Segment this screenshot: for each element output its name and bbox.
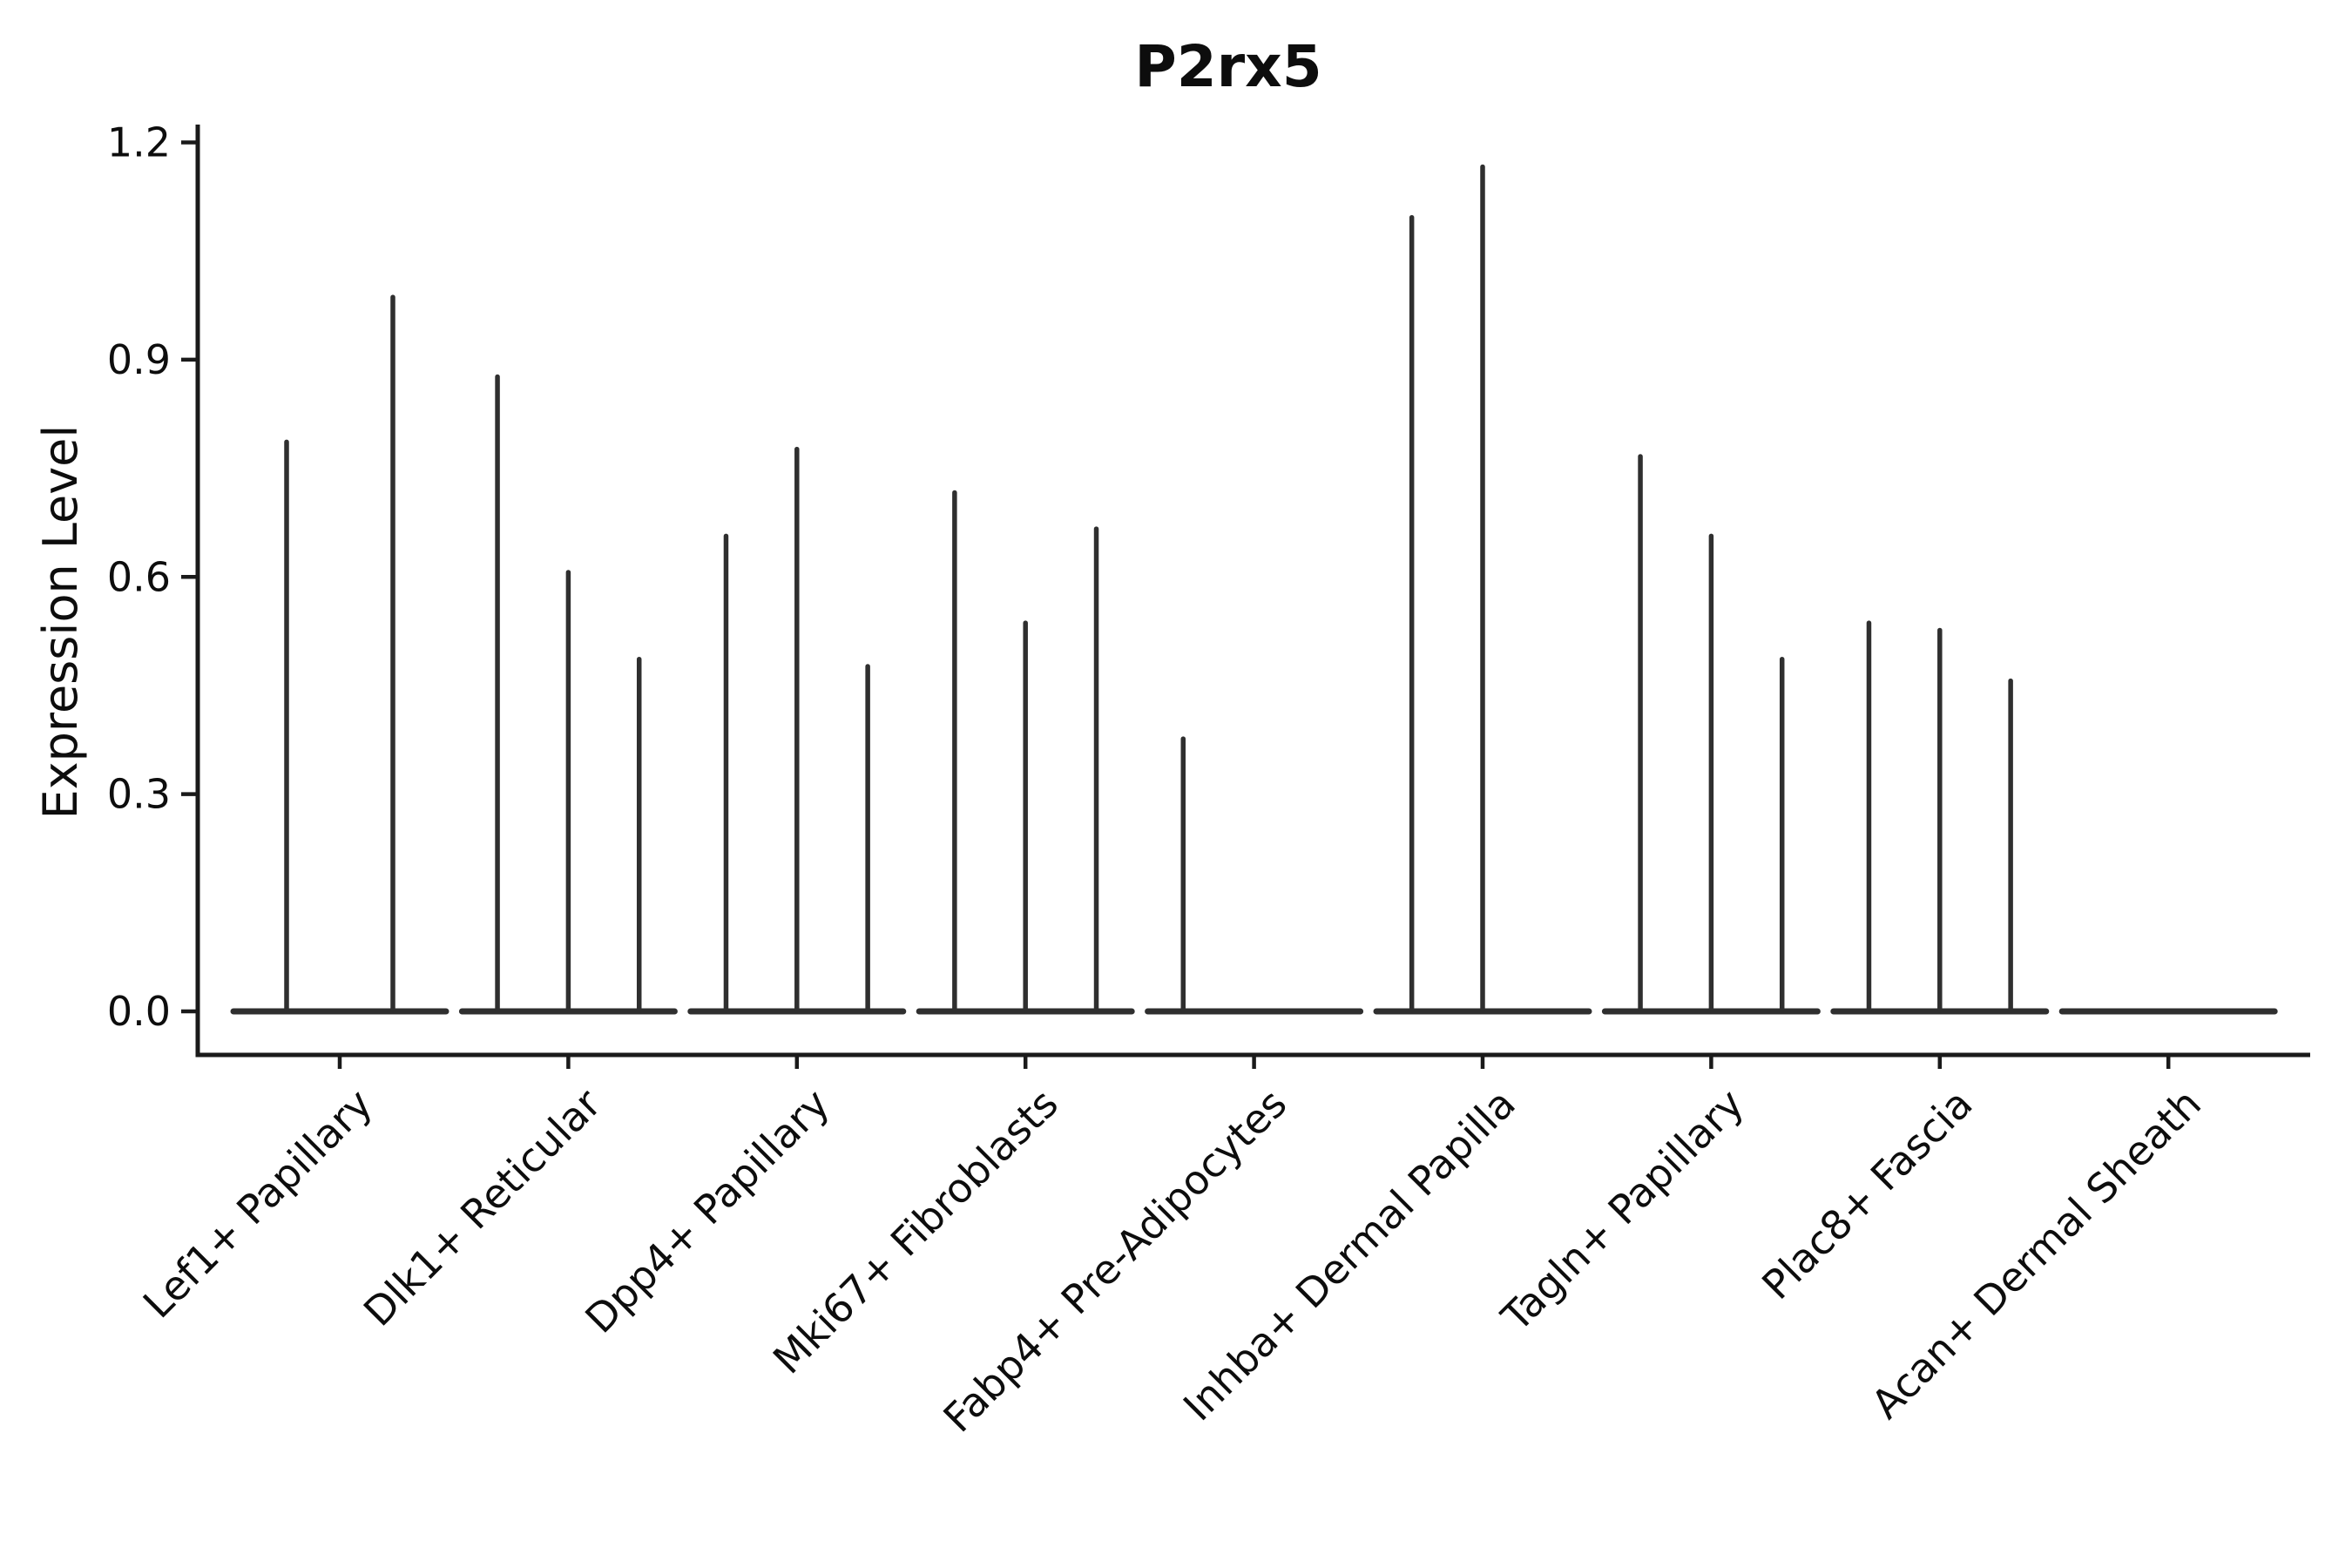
y-axis-label: Expression Level — [33, 425, 88, 820]
x-category-label: Dpp4+ Papillary — [576, 1080, 838, 1342]
y-tick-label: 1.2 — [107, 119, 171, 166]
y-tick-label: 0.0 — [107, 988, 171, 1035]
chart-title: P2rx5 — [1134, 33, 1321, 100]
x-category-label: Dlk1+ Reticular — [355, 1080, 610, 1335]
x-category-label: Plac8+ Fascia — [1753, 1080, 1981, 1308]
y-tick-label: 0.3 — [107, 771, 171, 818]
x-category-label: Lef1+ Papillary — [134, 1080, 382, 1328]
y-tick-label: 0.9 — [107, 336, 171, 383]
x-category-label: Tagln+ Papillary — [1492, 1080, 1754, 1342]
y-tick-label: 0.6 — [107, 553, 171, 600]
